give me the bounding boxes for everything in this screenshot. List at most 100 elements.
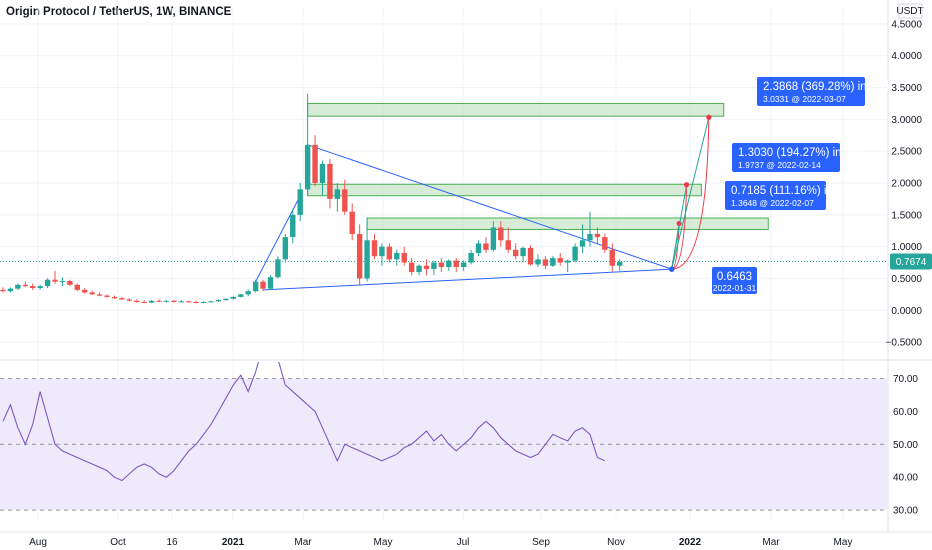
trendline — [307, 144, 672, 270]
candle-body — [290, 214, 296, 238]
candle-body — [44, 279, 51, 287]
projection-line — [671, 117, 710, 270]
candle-body — [364, 240, 370, 279]
candle-body — [602, 237, 608, 250]
candle-body — [59, 281, 66, 282]
price-axis[interactable]: USDT 4.5000 4.0000 3.5000 3.0000 2.5000 2.0000… — [886, 3, 932, 517]
annotation-low-date: 2022-01-31 — [713, 283, 757, 293]
last-price-tag — [890, 253, 932, 270]
annotation-secondary: 3.0331 @ 2022-03-07 — [763, 94, 846, 104]
candle-body — [208, 301, 214, 303]
breakout-low-dot — [668, 266, 675, 272]
candle-body — [230, 296, 237, 299]
last-price-label: 0.7674 — [896, 257, 927, 268]
candle-body — [252, 281, 259, 292]
candle-body — [200, 302, 207, 303]
price-tick-label: 0.0000 — [891, 306, 922, 317]
resistance-zone — [307, 102, 725, 117]
rsi-tick-label: 50.00 — [893, 440, 918, 451]
candles-layer — [0, 93, 623, 304]
time-tick-label: Oct — [110, 537, 126, 548]
candle-body — [468, 253, 474, 263]
annotation-box — [712, 267, 757, 294]
candle-body — [148, 300, 155, 303]
annotation-target-1: 0.7185 (111.16%) in 7d1.3648 @ 2022-02-0… — [725, 181, 849, 210]
candle-body — [572, 246, 578, 261]
rsi-tick-label: 40.00 — [893, 473, 918, 484]
candle-body — [126, 299, 133, 301]
price-tick-label: −0.5000 — [886, 338, 923, 349]
candle-body — [37, 286, 43, 288]
time-tick-label: May — [374, 537, 393, 548]
candle-body — [438, 262, 445, 267]
candle-body — [7, 288, 14, 292]
candle-body — [96, 294, 103, 296]
candle-body — [275, 259, 281, 278]
price-tick-label: 4.0000 — [891, 51, 922, 62]
candle-body — [512, 249, 519, 257]
time-tick-label: Aug — [29, 537, 47, 548]
candle-body — [15, 284, 21, 289]
resistance-zone — [307, 183, 702, 197]
rsi-tick-label: 30.00 — [893, 506, 918, 517]
candle-body — [223, 298, 229, 301]
candle-body — [609, 249, 615, 266]
candle-body — [371, 240, 378, 257]
projection-target-dot — [683, 182, 690, 188]
candle-body — [215, 300, 222, 302]
time-tick-label: Mar — [294, 537, 312, 548]
annotation-primary: 0.7185 (111.16%) in 7d — [731, 185, 849, 197]
price-tick-label: 1.5000 — [891, 210, 922, 221]
candle-body — [520, 247, 526, 257]
annotation-primary: 2.3868 (369.28%) in 35d — [763, 81, 889, 93]
projection-target-dot — [706, 114, 712, 120]
candle-body — [312, 144, 318, 183]
candle-body — [460, 262, 467, 267]
candle-body — [334, 189, 341, 199]
candle-body — [564, 260, 571, 263]
candle-body — [52, 279, 58, 282]
candle-body — [297, 189, 303, 215]
candle-body — [527, 247, 534, 265]
time-tick-label: 16 — [166, 537, 178, 548]
rsi-line — [2, 362, 606, 482]
resistance-zones — [0, 102, 888, 262]
candle-body — [401, 253, 407, 263]
candle-body — [141, 302, 147, 303]
candle-body — [156, 300, 162, 302]
candle-body — [342, 189, 348, 212]
candle-body — [550, 258, 556, 266]
annotation-box — [725, 181, 826, 210]
candle-body — [319, 163, 326, 183]
candle-body — [446, 260, 452, 267]
time-axis[interactable]: Aug Oct 16 2021 Mar May Jul Sep Nov 2022 Mar May — [29, 537, 852, 548]
price-tick-label: 4.5000 — [891, 19, 922, 30]
time-tick-label: 2022 — [679, 537, 702, 548]
candle-body — [498, 227, 504, 241]
time-tick-label: Mar — [762, 537, 780, 548]
candle-body — [245, 291, 251, 295]
candle-body — [394, 253, 400, 260]
price-tick-label: 3.0000 — [891, 115, 922, 126]
candle-body — [453, 260, 459, 267]
price-tick-label: 2.0000 — [891, 179, 922, 190]
candle-body — [74, 284, 80, 290]
rsi-tick-label: 60.00 — [893, 407, 918, 418]
candle-body — [82, 289, 88, 293]
annotation-secondary: 1.3648 @ 2022-02-07 — [731, 198, 814, 208]
candle-body — [0, 289, 6, 292]
candle-body — [327, 163, 333, 199]
candle-body — [557, 258, 563, 263]
rsi-panel[interactable] — [0, 339, 888, 511]
time-tick-label: May — [834, 537, 853, 548]
candle-body — [89, 292, 95, 295]
candle-body — [505, 240, 511, 250]
candle-body — [163, 300, 170, 302]
currency-label: USDT — [896, 6, 923, 17]
candle-body — [171, 300, 177, 302]
candle-body — [193, 302, 199, 303]
annotation-box — [732, 143, 840, 172]
